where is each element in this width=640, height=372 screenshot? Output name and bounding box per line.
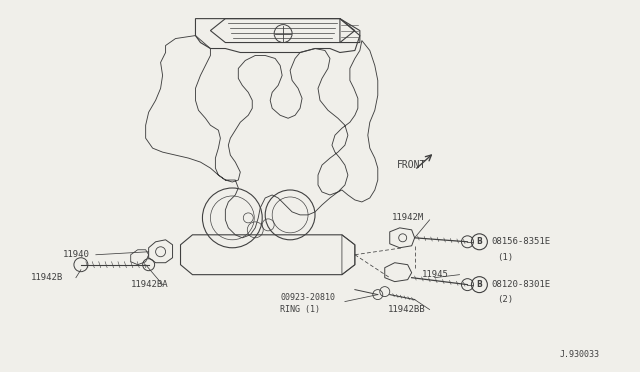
Text: (2): (2) xyxy=(497,295,513,304)
Text: RING (1): RING (1) xyxy=(280,305,320,314)
Text: (1): (1) xyxy=(497,253,513,262)
Text: B: B xyxy=(477,237,483,246)
Text: B: B xyxy=(477,280,483,289)
Text: 00923-20810: 00923-20810 xyxy=(280,293,335,302)
Text: 08120-8301E: 08120-8301E xyxy=(492,280,550,289)
Text: 11945: 11945 xyxy=(422,270,449,279)
Text: J.930033: J.930033 xyxy=(559,350,599,359)
Text: 11942BA: 11942BA xyxy=(131,280,168,289)
Text: 11942BB: 11942BB xyxy=(388,305,426,314)
Text: 11942B: 11942B xyxy=(31,273,63,282)
Text: FRONT: FRONT xyxy=(397,160,426,170)
Text: 08156-8351E: 08156-8351E xyxy=(492,237,550,246)
Text: 11940: 11940 xyxy=(63,250,90,259)
Text: 11942M: 11942M xyxy=(392,214,424,222)
